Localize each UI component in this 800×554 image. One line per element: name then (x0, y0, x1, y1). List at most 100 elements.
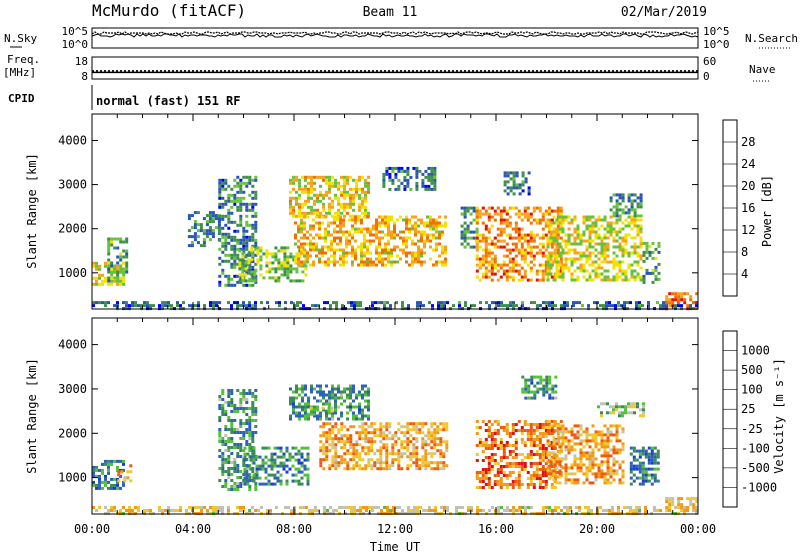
heatmap-cell (358, 434, 362, 438)
heatmap-cell (233, 202, 237, 206)
heatmap-cell (221, 205, 225, 209)
heatmap-cell (251, 232, 255, 236)
heatmap-cell (609, 454, 613, 458)
heatmap-cell (325, 431, 329, 435)
heatmap-cell (418, 428, 422, 432)
heatmap-cell (251, 238, 255, 242)
heatmap-cell (325, 178, 328, 182)
heatmap-cell (194, 506, 197, 509)
heatmap-cell (645, 244, 649, 248)
heatmap-cell (475, 257, 479, 261)
heatmap-cell (630, 199, 634, 203)
heatmap-cell (250, 279, 254, 283)
heatmap-cell (319, 464, 323, 468)
heatmap-cell (298, 181, 301, 185)
heatmap-cell (490, 444, 494, 447)
heatmap-cell (609, 405, 612, 409)
heatmap-cell (499, 456, 503, 459)
heatmap-cell (579, 254, 583, 258)
heatmap-cell (561, 433, 565, 437)
heatmap-cell (349, 408, 352, 412)
heatmap-cell (397, 464, 401, 468)
heatmap-cell (245, 467, 249, 470)
freq-left-tick-top: 18 (75, 55, 88, 68)
heatmap-cell (633, 411, 636, 415)
heatmap-cell (624, 242, 628, 246)
heatmap-cell (322, 446, 326, 450)
heatmap-cell (335, 301, 338, 305)
heatmap-cell (635, 449, 639, 453)
heatmap-cell (639, 227, 643, 231)
heatmap-cell (179, 509, 182, 512)
heatmap-cell (545, 381, 549, 385)
heatmap-cell (502, 483, 506, 486)
heatmap-cell (573, 251, 577, 255)
heatmap-cell (409, 422, 413, 426)
heatmap-cell (221, 467, 225, 470)
heatmap-cell (312, 242, 315, 246)
heatmap-cell (502, 426, 506, 429)
heatmap-cell (603, 475, 607, 479)
heatmap-cell (355, 393, 358, 397)
heatmap-cell (227, 274, 231, 278)
heatmap-cell (268, 261, 272, 265)
heatmap-cell (546, 278, 550, 282)
heatmap-cell (433, 166, 437, 170)
heatmap-cell (251, 196, 255, 200)
heatmap-cell (508, 266, 512, 270)
heatmap-cell (358, 467, 362, 471)
heatmap-cell (306, 479, 310, 483)
heatmap-cell (502, 474, 506, 477)
heatmap-cell (361, 417, 364, 421)
heatmap-cell (233, 467, 237, 470)
heatmap-cell (606, 454, 610, 458)
heatmap-cell (515, 171, 519, 175)
heatmap-cell (502, 221, 506, 225)
heatmap-cell (242, 241, 246, 245)
heatmap-cell (546, 242, 550, 246)
heatmap-cell (334, 211, 337, 215)
heatmap-cell (692, 301, 696, 305)
heatmap-cell (588, 272, 592, 276)
heatmap-cell (629, 452, 633, 456)
heatmap-cell (325, 181, 328, 185)
heatmap-cell (193, 235, 197, 239)
heatmap-cell (621, 254, 625, 258)
heatmap-cell (211, 214, 215, 218)
heatmap-cell (330, 242, 333, 246)
heatmap-cell (618, 466, 622, 470)
heatmap-cell (143, 509, 146, 512)
heatmap-cell (301, 396, 304, 400)
heatmap-cell (371, 506, 374, 509)
heatmap-cell (651, 250, 655, 254)
heatmap-cell (496, 483, 500, 486)
heatmap-cell (627, 199, 631, 203)
heatmap-cell (538, 242, 542, 246)
heatmap-cell (645, 271, 649, 275)
heatmap-cell (547, 206, 551, 210)
heatmap-cell (110, 506, 113, 509)
heatmap-cell (603, 248, 607, 252)
heatmap-cell (633, 221, 637, 225)
heatmap-cell (238, 279, 242, 283)
heatmap-cell (569, 506, 572, 509)
heatmap-cell (567, 445, 571, 449)
heatmap-cell (536, 387, 540, 391)
heatmap-cell (104, 459, 107, 463)
heatmap-cell (304, 417, 307, 421)
heatmap-cell (603, 275, 607, 279)
heatmap-cell (370, 437, 374, 441)
heatmap-cell (680, 509, 684, 513)
heatmap-cell (630, 208, 634, 212)
heatmap-cell (334, 393, 337, 397)
heatmap-cell (325, 417, 328, 421)
heatmap-cell (624, 408, 627, 412)
heatmap-cell (541, 218, 545, 222)
heatmap-cell (224, 235, 228, 239)
heatmap-cell (475, 275, 479, 279)
heatmap-cell (233, 253, 237, 257)
heatmap-cell (227, 283, 231, 287)
heatmap-cell (119, 264, 123, 268)
heatmap-cell (312, 412, 316, 416)
heatmap-cell (266, 509, 269, 512)
